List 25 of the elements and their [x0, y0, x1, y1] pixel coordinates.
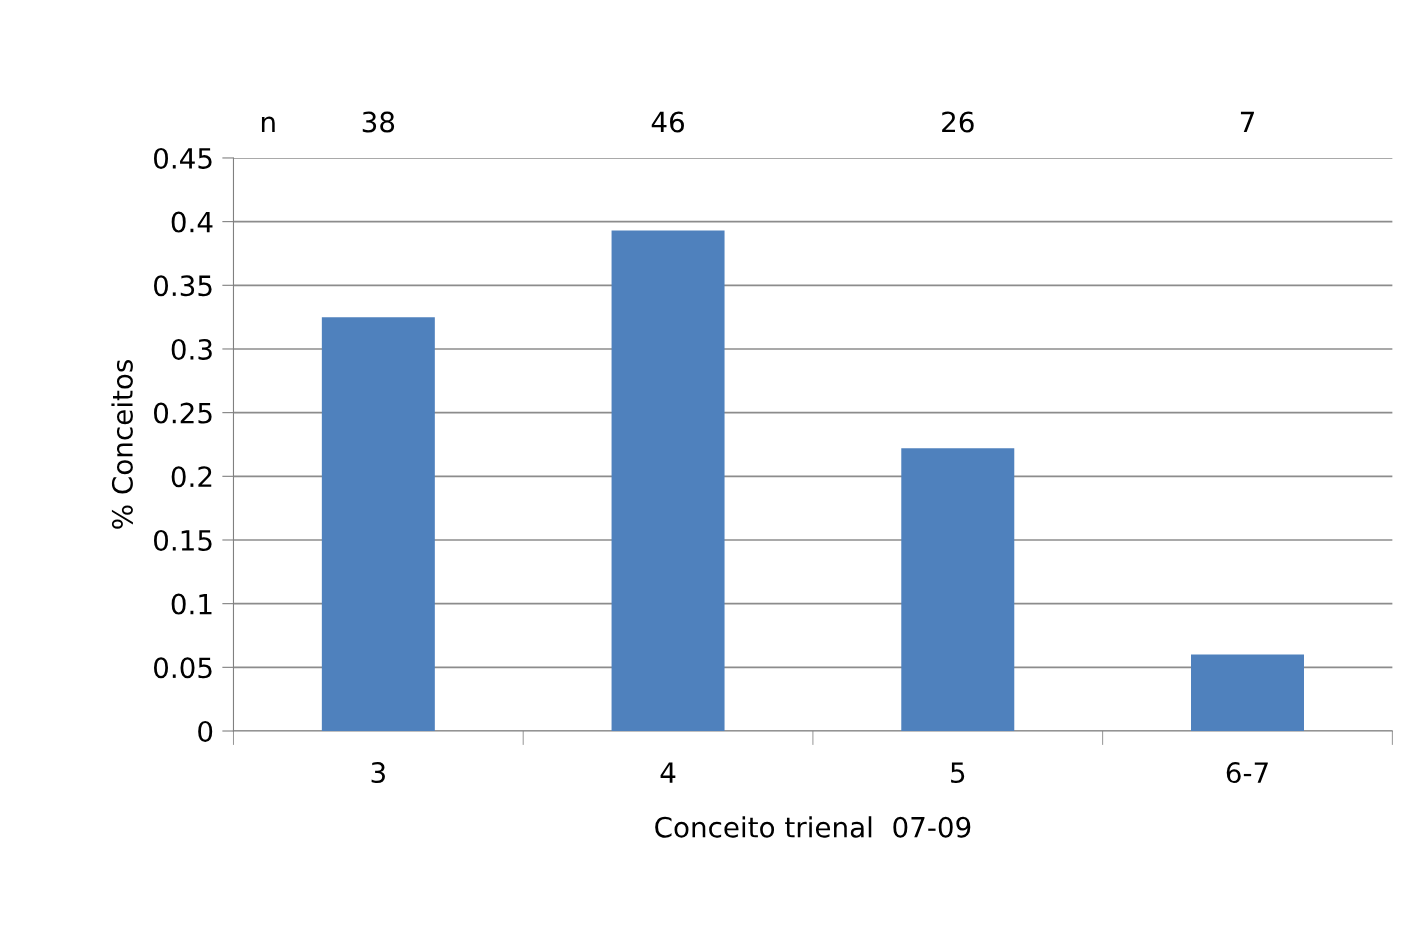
y-axis-title: % Conceitos — [111, 360, 133, 529]
x-axis-title: Conceito trienal 07-09 — [655, 816, 971, 838]
bar — [1191, 654, 1304, 732]
y-tick-label: 0.4 — [171, 211, 213, 233]
x-tick-label: 4 — [660, 762, 676, 783]
text: 46 — [651, 111, 684, 133]
text: 7 — [1240, 111, 1254, 133]
x-tick-label: 3 — [371, 762, 385, 784]
y-tick-label: 0.05 — [154, 657, 212, 679]
bar — [901, 448, 1015, 732]
y-tick-label: 0.3 — [171, 338, 212, 360]
text: 26 — [942, 111, 974, 133]
y-tick-label: 0.2 — [171, 466, 212, 488]
x-tick-label: 5 — [951, 762, 965, 784]
bar — [611, 230, 725, 732]
x-tick-label: 6-7 — [1226, 762, 1268, 784]
y-tick-label: 0.35 — [154, 275, 212, 297]
text: n — [261, 116, 275, 133]
y-tick-label: 0.25 — [154, 402, 212, 424]
y-tick-label: 0.1 — [171, 593, 212, 615]
text: 38 — [362, 111, 395, 133]
y-tick-label: 0.45 — [154, 147, 212, 169]
bar — [321, 317, 435, 732]
y-tick-label: 0.15 — [154, 529, 212, 551]
y-tick-label: 0 — [198, 720, 213, 742]
